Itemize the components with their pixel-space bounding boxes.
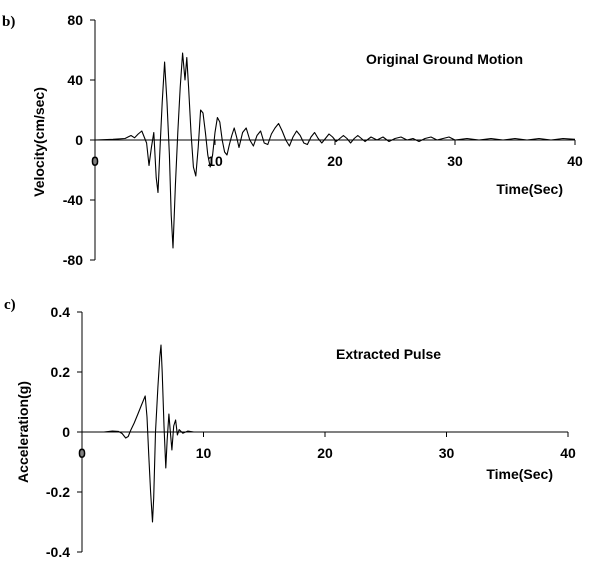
x-tick-label-c-10: 10 xyxy=(196,445,212,461)
series-line-acceleration xyxy=(82,344,568,523)
panel-label-b: b) xyxy=(2,14,15,30)
y-tick-label-b-80: 80 xyxy=(67,12,83,28)
x-tick-label-b-30: 30 xyxy=(447,153,463,169)
y-axis-label-b: Velocity(cm/sec) xyxy=(31,87,47,197)
x-tick-label-c-0: 0 xyxy=(78,445,86,461)
x-tick-label-c-40: 40 xyxy=(560,445,576,461)
panel-label-c: c) xyxy=(4,297,16,313)
x-axis-label-c: Time(Sec) xyxy=(486,466,553,482)
chart-panel-c: c) Extracted Pulse Time(Sec) Acceleratio… xyxy=(4,297,576,560)
chart-panel-b: b) Original Ground Motion Time(Sec) Velo… xyxy=(2,12,583,268)
y-axis-label-c: Acceleration(g) xyxy=(15,381,31,483)
x-tick-label-b-0: 0 xyxy=(91,153,99,169)
y-tick-label-b-neg40: -40 xyxy=(63,192,83,208)
y-tick-label-c-0.4: 0.4 xyxy=(51,304,71,320)
series-line-velocity xyxy=(94,52,576,249)
x-tick-label-b-40: 40 xyxy=(567,153,583,169)
y-tick-label-b-neg80: -80 xyxy=(63,252,83,268)
y-tick-label-b-0: 0 xyxy=(75,132,83,148)
tick-marks-b xyxy=(90,19,576,261)
y-tick-label-c-0: 0 xyxy=(62,424,70,440)
x-axis-label-b: Time(Sec) xyxy=(496,181,563,197)
y-tick-label-c-neg0.2: -0.2 xyxy=(46,484,70,500)
chart-title-b: Original Ground Motion xyxy=(366,51,523,67)
x-tick-label-c-30: 30 xyxy=(439,445,455,461)
y-tick-label-b-40: 40 xyxy=(67,72,83,88)
y-tick-label-c-0.2: 0.2 xyxy=(51,364,71,380)
y-tick-label-c-neg0.4: -0.4 xyxy=(46,544,70,560)
x-tick-label-c-20: 20 xyxy=(317,445,333,461)
chart-title-c: Extracted Pulse xyxy=(336,346,441,362)
tick-marks-c xyxy=(77,311,569,553)
x-tick-label-b-20: 20 xyxy=(327,153,343,169)
